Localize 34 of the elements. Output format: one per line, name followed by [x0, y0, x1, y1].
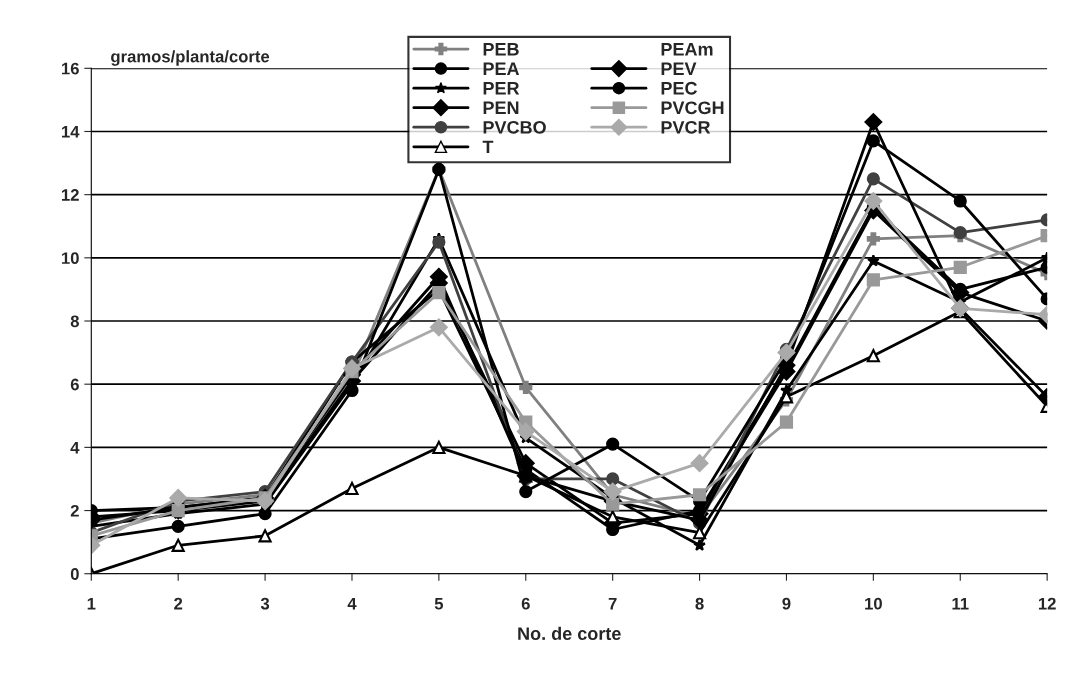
x-tick-label: 1: [87, 597, 96, 610]
x-tick-label: 3: [260, 597, 270, 610]
y-tick-label: 0: [70, 568, 79, 580]
legend-label: PEN: [483, 101, 519, 115]
x-tick-label: 7: [608, 597, 617, 610]
legend-label: PVCBO: [483, 120, 546, 134]
x-tick-label: 6: [521, 597, 530, 610]
x-axis-title: No. de corte: [518, 626, 621, 641]
x-tick-label: 4: [347, 597, 357, 610]
x-tick-label: 2: [174, 597, 183, 610]
y-tick-label: 16: [62, 62, 79, 75]
legend-label: PER: [483, 82, 520, 95]
y-tick-label: 8: [70, 315, 79, 328]
y-tick-label: 4: [70, 441, 80, 454]
x-tick-label: 12: [1038, 597, 1056, 610]
x-tick-label: 10: [865, 597, 882, 610]
y-tick-label: 14: [62, 126, 80, 138]
legend-label: T: [482, 140, 494, 154]
x-tick-label: 11: [952, 597, 969, 610]
legend-label: PVCGH: [661, 101, 724, 115]
y-axis-title: gramos/planta/corte: [111, 50, 270, 66]
y-tick-label: 6: [70, 378, 79, 391]
legend-label: PEC: [661, 81, 698, 95]
y-tick-label: 12: [62, 189, 79, 201]
y-tick-label: 2: [70, 504, 79, 517]
x-tick-label: 9: [782, 597, 791, 610]
legend-label: PEB: [483, 42, 519, 56]
legend-label: PEV: [661, 62, 697, 75]
y-tick-label: 10: [62, 252, 79, 265]
x-tick-label: 5: [434, 597, 444, 610]
legend-label: PEA: [483, 62, 520, 75]
legend-label: PVCR: [661, 120, 711, 134]
text: PEAm: [661, 42, 713, 56]
x-tick-label: 8: [695, 597, 704, 610]
